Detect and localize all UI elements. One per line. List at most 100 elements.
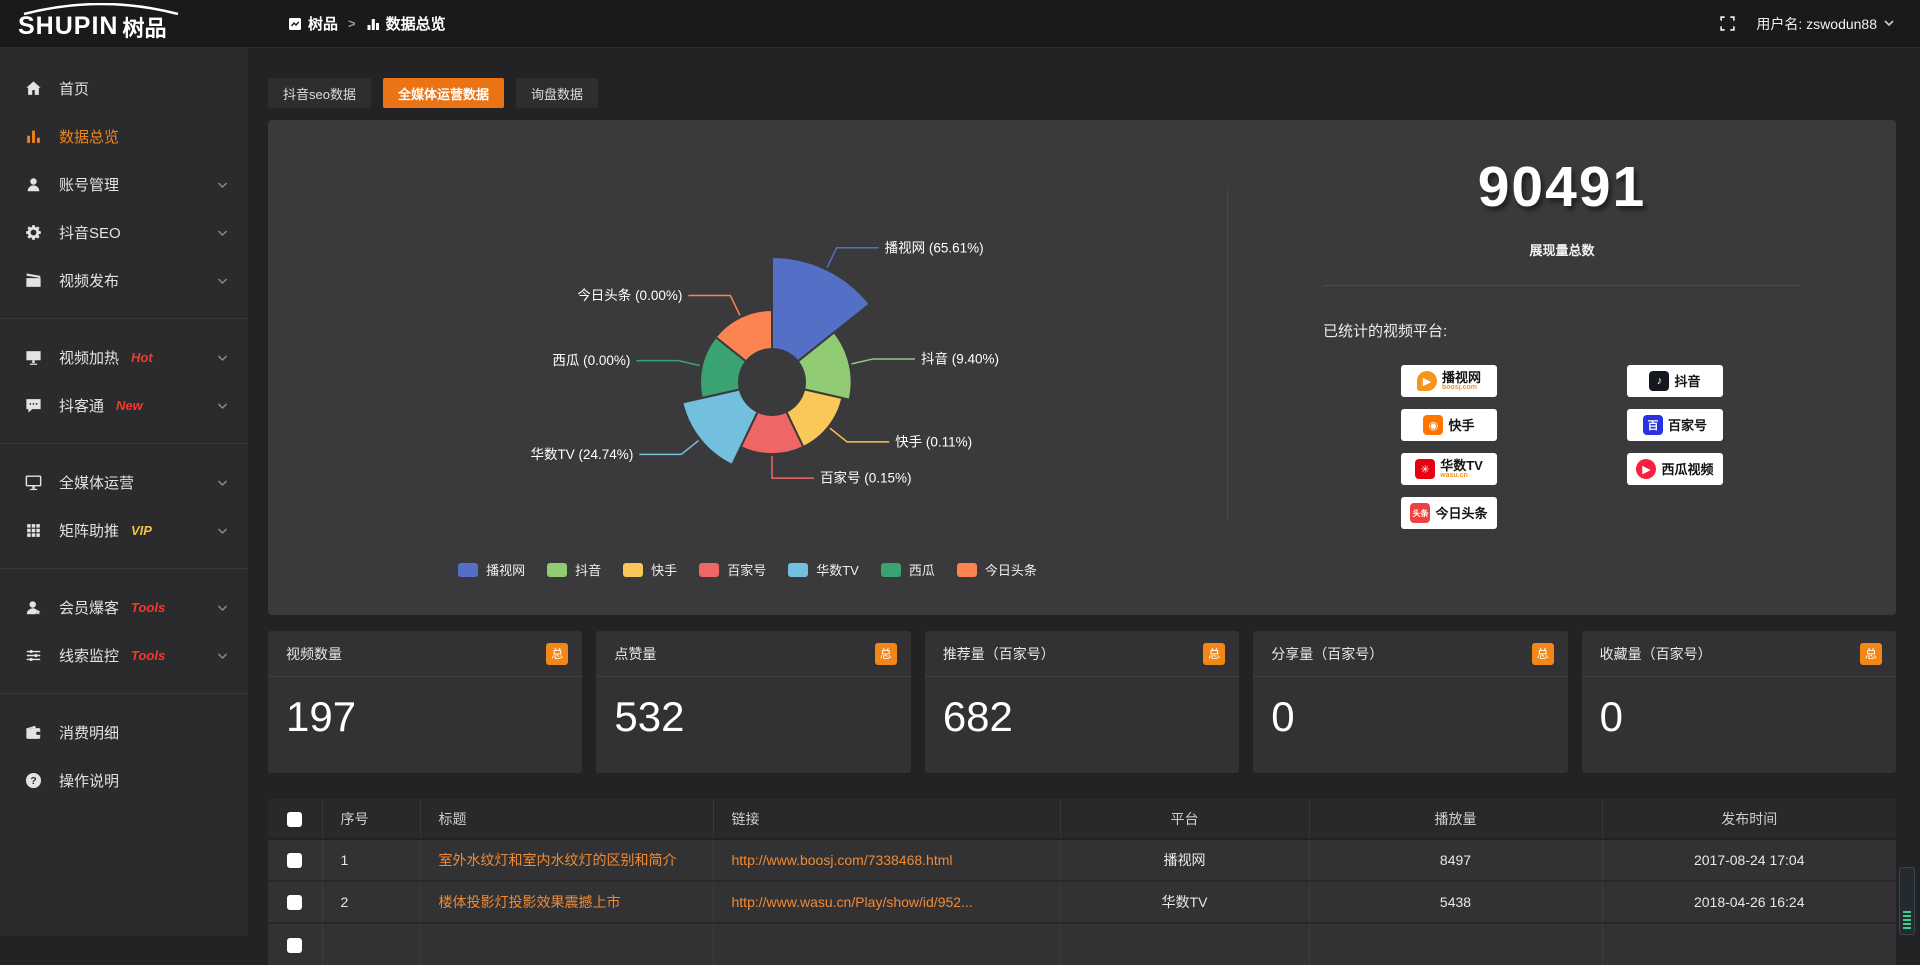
- pie-slice-6[interactable]: [714, 308, 773, 363]
- sidebar-item-home[interactable]: 首页: [0, 64, 248, 112]
- platform-name: 西瓜视频: [1661, 461, 1714, 477]
- total-badge: 总: [1860, 642, 1883, 665]
- legend-item-2[interactable]: 快手: [623, 560, 677, 579]
- pie-slice-2[interactable]: [784, 388, 844, 449]
- legend-swatch: [623, 562, 644, 577]
- tab-item[interactable]: 询盘数据: [515, 78, 598, 108]
- sidebar-item-monitor[interactable]: 全媒体运营: [0, 458, 248, 506]
- legend-item-5[interactable]: 西瓜: [880, 560, 935, 579]
- total-badge: 总: [546, 642, 569, 665]
- pie-label: 西瓜 (0.00%): [552, 353, 630, 368]
- breadcrumb-label: 数据总览: [385, 16, 446, 33]
- sidebar-item-label: 抖音SEO: [59, 224, 121, 242]
- main-content: 抖音seo数据 全媒体运营数据 询盘数据 播视网 (65.61%) 抖音 (9.40%…: [248, 48, 1920, 965]
- stat-card-value: 682: [942, 693, 1013, 740]
- legend-item-1[interactable]: 抖音: [547, 560, 601, 579]
- wallet-icon: [24, 723, 43, 742]
- pie-label-line: [829, 427, 890, 443]
- cell-plays: 8497: [1309, 839, 1603, 882]
- pie-slice-4[interactable]: [681, 388, 760, 467]
- horizontal-divider: [1323, 285, 1801, 286]
- platform-badge-1: ♪ 抖音: [1627, 365, 1723, 397]
- column-header-2: 链接: [713, 799, 1061, 840]
- sidebar-item-gear[interactable]: 抖音SEO: [0, 208, 248, 256]
- sidebar-divider: [0, 318, 248, 319]
- sidebar-badge: Hot: [131, 349, 153, 365]
- sidebar-item-chat[interactable]: 抖客通 New: [0, 381, 248, 429]
- stat-card-2: 推荐量（百家号） 总 682: [924, 631, 1240, 773]
- rose-pie-chart[interactable]: 播视网 (65.61%) 抖音 (9.40%) 快手 (0.11%) 百家号 (0.1…: [268, 120, 1227, 615]
- chevron-down-icon: [217, 522, 228, 539]
- sidebar-item-label: 抖客通: [59, 397, 105, 415]
- sidebar-item-grid[interactable]: 矩阵助推 VIP: [0, 506, 248, 554]
- video-url-link[interactable]: http://www.wasu.cn/Play/show/id/952...: [731, 894, 973, 910]
- sidebar-item-clapper[interactable]: 视频发布: [0, 256, 248, 304]
- stat-card-4: 收藏量（百家号） 总 0: [1581, 631, 1897, 773]
- stat-card-title: 收藏量（百家号）: [1599, 645, 1712, 662]
- stat-card-value: 197: [286, 693, 357, 740]
- video-url-link[interactable]: http://www.boosj.com/7338468.html: [731, 852, 953, 868]
- sidebar-item-user[interactable]: 账号管理: [0, 160, 248, 208]
- legend-label: 华数TV: [816, 563, 859, 578]
- sidebar-item-label: 数据总览: [59, 128, 120, 146]
- sidebar-item-heat[interactable]: 视频加热 Hot: [0, 333, 248, 381]
- pie-label-line: [636, 359, 701, 367]
- sidebar-item-label: 视频加热: [59, 349, 120, 367]
- summary-column: 90491 展现量总数 已统计的视频平台: ▶ 播视网 boosj.com ♪ 抖音 ◉ 快…: [1228, 120, 1896, 615]
- overview-panel: 播视网 (65.61%) 抖音 (9.40%) 快手 (0.11%) 百家号 (0.1…: [268, 120, 1896, 615]
- pie-slice-3[interactable]: [739, 410, 805, 456]
- total-badge: 总: [1203, 642, 1226, 665]
- sidebar-item-chart[interactable]: 数据总览: [0, 112, 248, 160]
- breadcrumb-item-shupin[interactable]: 树品: [288, 13, 338, 34]
- breadcrumb-item-data-overview[interactable]: 数据总览: [366, 13, 446, 34]
- video-title-link[interactable]: 楼体投影灯投影效果震撼上市: [438, 894, 621, 910]
- row-checkbox[interactable]: [287, 937, 303, 953]
- videos-table: 序号 标题 链接 平台 播放量 发布时间 1 室外水纹灯和室内水纹灯的区别和简介 http:/…: [268, 799, 1896, 965]
- stat-card-header: 分享量（百家号） 总: [1253, 631, 1568, 677]
- sidebar-item-sliders[interactable]: 线索监控 Tools: [0, 631, 248, 679]
- table-row-1: 2 楼体投影灯投影效果震撼上市 http://www.wasu.cn/Play/sh…: [268, 881, 1896, 924]
- column-header-0: 序号: [322, 799, 421, 840]
- platform-badge-6: 头条 今日头条: [1401, 497, 1497, 529]
- row-checkbox[interactable]: [287, 895, 303, 911]
- stat-card-value: 0: [1599, 693, 1623, 740]
- pie-label: 抖音 (9.40%): [921, 350, 999, 366]
- legend-item-0[interactable]: 播视网: [458, 560, 525, 579]
- platform-name: 抖音: [1674, 373, 1701, 389]
- logo-arc: [23, 2, 179, 15]
- legend-item-4[interactable]: 华数TV: [788, 560, 859, 579]
- heat-icon: [24, 348, 43, 367]
- stat-card-title: 点赞量: [614, 645, 657, 662]
- video-title-link[interactable]: 室外水纹灯和室内水纹灯的区别和简介: [438, 852, 677, 868]
- tab-item[interactable]: 抖音seo数据: [268, 78, 371, 108]
- chevron-down-icon: [217, 474, 228, 491]
- pie-label: 华数TV (24.74%): [531, 447, 634, 462]
- legend-label: 抖音: [575, 563, 602, 578]
- gear-icon: [24, 223, 43, 242]
- platform-name: 华数TV: [1440, 458, 1483, 473]
- sidebar-item-help[interactable]: ? 操作说明: [0, 756, 248, 804]
- total-badge: 总: [874, 642, 897, 665]
- logo-text: SHUPIN: [18, 12, 119, 40]
- tab-active[interactable]: 全媒体运营数据: [382, 78, 504, 108]
- sidebar-badge: Tools: [131, 599, 166, 615]
- chevron-down-icon: [217, 349, 228, 366]
- cell-platform: 播视网: [1060, 839, 1310, 882]
- stat-card-1: 点赞量 总 532: [596, 631, 911, 773]
- row-checkbox[interactable]: [287, 853, 303, 869]
- sidebar-item-wallet[interactable]: 消费明细: [0, 708, 248, 756]
- cell-time: 2017-08-24 17:04: [1602, 839, 1896, 882]
- select-all-checkbox[interactable]: [287, 811, 303, 827]
- sidebar-item-label: 线索监控: [59, 647, 120, 665]
- fullscreen-icon[interactable]: [1719, 15, 1736, 32]
- stat-card-title: 分享量（百家号）: [1271, 645, 1384, 662]
- sidebar-item-member[interactable]: 会员爆客 Tools: [0, 583, 248, 631]
- pie-slice-1[interactable]: [796, 330, 853, 401]
- sidebar-item-label: 视频发布: [59, 272, 120, 290]
- floating-widget[interactable]: [1899, 867, 1915, 935]
- legend-item-3[interactable]: 百家号: [699, 560, 766, 579]
- chat-icon: [24, 396, 43, 415]
- pie-slice-0[interactable]: [771, 255, 872, 363]
- user-menu[interactable]: 用户名: zswodun88: [1756, 14, 1894, 34]
- legend-item-6[interactable]: 今日头条: [956, 560, 1037, 579]
